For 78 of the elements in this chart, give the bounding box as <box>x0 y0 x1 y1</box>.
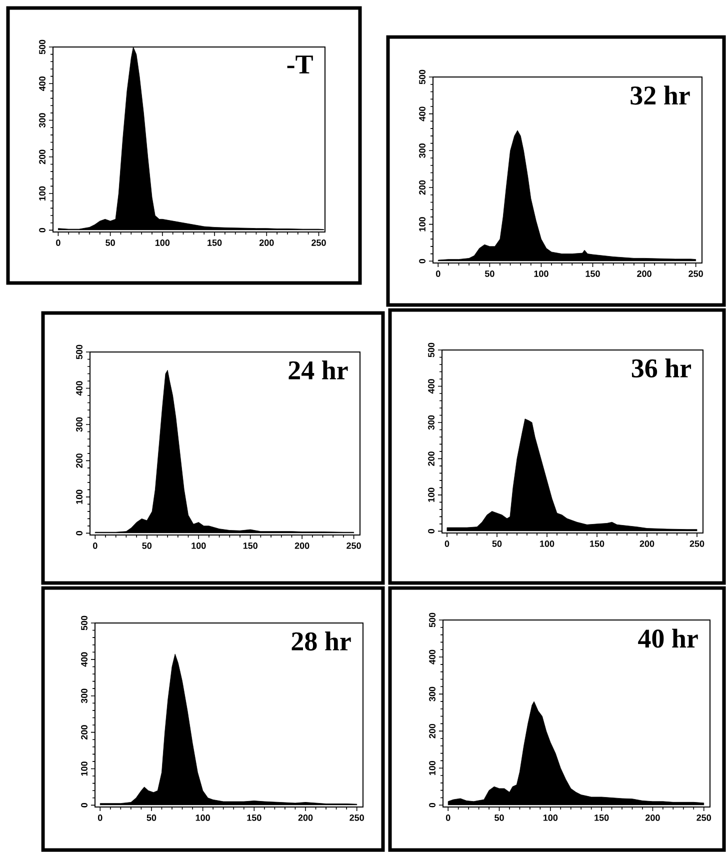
chart-title: 36 hr <box>632 358 692 378</box>
x-tick-label: 200 <box>259 240 274 246</box>
x-tick-label: 50 <box>484 270 494 277</box>
y-tick-label: 500 <box>81 616 88 630</box>
y-tick-label: 400 <box>428 379 434 394</box>
x-tick-label: 150 <box>590 540 604 547</box>
y-tick-label: 0 <box>76 531 82 536</box>
x-tick-label: 250 <box>346 542 361 549</box>
x-tick-label: 50 <box>106 240 115 246</box>
x-tick-label: 150 <box>586 270 600 277</box>
x-tick-label: 100 <box>534 270 548 277</box>
y-tick-label: 0 <box>429 803 436 808</box>
y-tick-label: 200 <box>81 725 88 740</box>
x-tick-label: 100 <box>196 814 210 821</box>
y-tick-label: 200 <box>419 180 426 195</box>
y-tick-label: 500 <box>428 342 434 358</box>
chart-title: -T <box>287 56 313 74</box>
x-tick-label: 200 <box>637 270 652 277</box>
y-tick-label: 100 <box>428 488 434 502</box>
x-tick-label: 250 <box>690 540 704 547</box>
y-tick-label: 0 <box>428 529 434 534</box>
y-tick-label: 200 <box>429 724 436 738</box>
chart-title: 28 hr <box>292 632 351 651</box>
y-tick-label: 300 <box>76 417 82 432</box>
x-tick-label: 200 <box>640 540 654 547</box>
y-tick-label: 400 <box>419 106 426 122</box>
x-tick-label: 100 <box>540 540 554 547</box>
chart-title: 40 hr <box>638 628 698 648</box>
y-tick-label: 400 <box>76 381 82 396</box>
x-tick-label: 200 <box>646 814 660 821</box>
y-tick-label: 300 <box>428 415 434 430</box>
x-tick-label: 200 <box>294 542 310 549</box>
y-tick-label: 500 <box>39 40 46 54</box>
y-tick-label: 0 <box>419 259 426 264</box>
x-tick-label: 0 <box>93 542 98 549</box>
x-tick-label: 250 <box>696 814 711 821</box>
x-tick-label: 0 <box>436 270 440 277</box>
x-tick-label: 100 <box>155 240 170 246</box>
y-tick-label: 100 <box>81 762 88 776</box>
y-tick-label: 500 <box>419 70 426 84</box>
x-tick-label: 0 <box>98 814 102 821</box>
y-tick-label: 500 <box>76 344 82 360</box>
y-tick-label: 100 <box>429 760 436 776</box>
y-tick-label: 300 <box>419 144 426 158</box>
x-tick-label: 150 <box>243 542 258 549</box>
y-tick-label: 100 <box>76 490 82 504</box>
y-tick-label: 200 <box>39 150 46 164</box>
y-tick-label: 100 <box>419 217 426 232</box>
chart-title: 24 hr <box>288 360 348 380</box>
y-tick-label: 300 <box>39 113 46 128</box>
x-tick-label: 50 <box>494 814 504 821</box>
y-tick-label: 400 <box>81 652 88 667</box>
x-tick-label: 0 <box>444 540 450 547</box>
y-tick-label: 400 <box>39 76 46 91</box>
y-tick-label: 500 <box>429 612 436 628</box>
x-tick-label: 0 <box>56 240 60 246</box>
x-tick-label: 200 <box>298 814 313 821</box>
x-tick-label: 50 <box>492 540 502 547</box>
y-tick-label: 300 <box>429 686 436 702</box>
y-tick-label: 0 <box>81 803 88 808</box>
x-tick-label: 150 <box>594 814 609 821</box>
x-tick-label: 250 <box>312 240 326 246</box>
x-tick-label: 150 <box>208 240 222 246</box>
x-tick-label: 250 <box>688 270 703 277</box>
x-tick-label: 0 <box>446 814 450 821</box>
chart-title: 32 hr <box>630 86 690 105</box>
y-tick-label: 300 <box>81 688 88 704</box>
y-tick-label: 200 <box>428 452 434 466</box>
x-tick-label: 50 <box>146 814 156 821</box>
y-tick-label: 200 <box>76 454 82 468</box>
x-tick-label: 150 <box>247 814 262 821</box>
x-tick-label: 50 <box>142 542 152 549</box>
x-tick-label: 100 <box>543 814 558 821</box>
x-tick-label: 250 <box>350 814 364 821</box>
y-tick-label: 100 <box>39 186 46 200</box>
x-tick-label: 100 <box>192 542 206 549</box>
y-tick-label: 400 <box>429 650 436 664</box>
y-tick-label: 0 <box>39 228 46 232</box>
